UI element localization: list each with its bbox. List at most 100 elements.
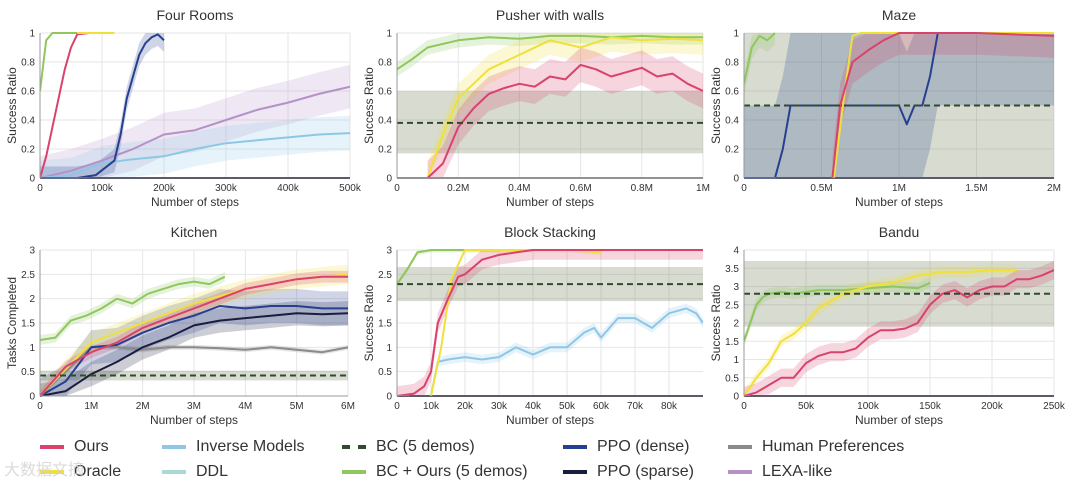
x-tick-label: 80k <box>661 401 678 412</box>
x-tick-label: 100k <box>857 401 880 412</box>
legend: Ours Oracle Inverse Models DDL BC (5 dem… <box>0 436 1080 489</box>
x-tick-label: 150k <box>919 401 942 412</box>
y-axis-label: Success Ratio <box>709 284 723 361</box>
series-line-inverse-models <box>40 132 350 179</box>
series-line-ours <box>744 269 1054 397</box>
legend-swatch-lexa-like <box>728 470 752 474</box>
y-tick-label: 2.5 <box>21 270 35 281</box>
x-axis-label: Number of steps <box>855 195 943 209</box>
series-line-lexa <box>40 85 350 179</box>
series-band-ours <box>427 47 703 178</box>
legend-item-bc: BC (5 demos) <box>342 438 475 456</box>
x-tick-label: 0 <box>394 183 400 194</box>
x-tick-label: 400k <box>277 183 300 194</box>
y-tick-label: 0.2 <box>378 145 392 156</box>
series-line-ppo-sparse <box>40 312 348 397</box>
series-group <box>40 32 350 179</box>
series-group <box>40 264 348 397</box>
x-tick-label: 10k <box>423 401 440 412</box>
y-tick-label: 1 <box>733 29 739 40</box>
x-tick-label: 0.6M <box>569 183 591 194</box>
y-tick-label: 0 <box>733 174 739 185</box>
y-tick-label: 0.2 <box>725 145 739 156</box>
x-tick-label: 2M <box>1047 183 1061 194</box>
series-line-oracle <box>426 36 703 179</box>
legend-swatch-bc <box>342 445 366 449</box>
y-tick-label: 0.8 <box>725 58 739 69</box>
legend-item-inverse-models: Inverse Models <box>162 438 305 456</box>
x-tick-label: 300k <box>215 183 238 194</box>
series-line-ppo-dense <box>744 32 1054 179</box>
series-band-ppo-dense <box>40 33 164 178</box>
x-tick-label: 500k <box>339 183 362 194</box>
x-axis-label: Number of steps <box>151 195 239 209</box>
y-tick-label: 0 <box>386 174 392 185</box>
series-line-ours <box>40 275 348 397</box>
y-tick-label: 0.5 <box>21 367 35 378</box>
y-tick-label: 0.8 <box>21 58 35 69</box>
y-axis-label: Success Ratio <box>5 67 19 144</box>
y-tick-label: 0 <box>29 174 35 185</box>
legend-item-bc-ours: BC + Ours (5 demos) <box>342 463 528 481</box>
legend-label-ddl: DDL <box>196 463 229 480</box>
y-tick-label: 1.5 <box>378 319 392 330</box>
y-tick-label: 3 <box>733 282 739 293</box>
series-line-bc-ours <box>40 275 226 341</box>
x-tick-label: 1M <box>892 183 906 194</box>
x-tick-label: 1.5M <box>965 183 987 194</box>
y-tick-label: 1 <box>386 29 392 40</box>
legend-label-bc: BC (5 demos) <box>376 438 475 455</box>
series-band-bc-ours <box>40 271 225 345</box>
legend-item-ddl: DDL <box>162 463 228 481</box>
x-tick-label: 50k <box>559 401 576 412</box>
chart-0: 0 100k 200k 300k 400k 500k 0 0.2 0.4 0.6 0.8 1 Four … <box>5 7 362 209</box>
legend-item-ppo-dense: PPO (dense) <box>563 438 689 456</box>
plot-area <box>40 33 350 178</box>
legend-swatch-ours <box>40 445 64 449</box>
legend-label-ours: Ours <box>74 438 109 455</box>
legend-label-bc-ours: BC + Ours (5 demos) <box>376 463 528 480</box>
legend-label-human-preferences: Human Preferences <box>762 438 905 455</box>
y-tick-label: 0 <box>29 392 35 403</box>
series-line-ppo-dense <box>40 33 165 179</box>
y-tick-label: 0.6 <box>725 87 739 98</box>
y-tick-label: 1.5 <box>21 319 35 330</box>
x-tick-label: 200k <box>153 183 176 194</box>
y-tick-label: 1.5 <box>725 337 739 348</box>
legend-item-oracle: Oracle <box>40 463 121 481</box>
series-band-ppo-sparse <box>40 301 348 396</box>
legend-swatch-ppo-sparse <box>563 470 587 474</box>
chart-title: Maze <box>882 7 916 23</box>
y-tick-label: 1 <box>29 29 35 40</box>
chart-5: 0 50k 100k 150k 200k 250k 0 0.5 1 1.5 2 2.5 3 3.5 4 Ban… <box>709 224 1066 427</box>
y-tick-label: 1 <box>733 355 739 366</box>
legend-swatch-inverse-models <box>162 445 186 449</box>
series-band-inverse-models <box>431 303 703 396</box>
series-line-ppo-dense <box>40 305 348 397</box>
y-tick-label: 3 <box>386 246 392 257</box>
x-tick-label: 5M <box>290 401 304 412</box>
y-tick-label: 0.5 <box>378 367 392 378</box>
legend-label-ppo-dense: PPO (dense) <box>597 438 690 455</box>
x-tick-label: 1M <box>696 183 710 194</box>
x-tick-label: 200k <box>981 401 1004 412</box>
x-tick-label: 0.2M <box>447 183 469 194</box>
chart-title: Kitchen <box>171 224 218 240</box>
chart-3: 0 1M 2M 3M 4M 5M 6M 0 0.5 1 1.5 2 2.5 3 Kitchen Number … <box>5 224 355 427</box>
series-line-bc-ours <box>397 34 703 71</box>
legend-swatch-human-preferences <box>728 445 752 449</box>
x-tick-label: 0 <box>37 183 43 194</box>
legend-item-ours: Ours <box>40 438 109 456</box>
x-tick-label: 0.5M <box>810 183 832 194</box>
chart-2: 0 0.5M 1M 1.5M 2M 0 0.2 0.4 0.6 0.8 1 Maze Number of… <box>709 7 1061 209</box>
legend-label-ppo-sparse: PPO (sparse) <box>597 463 694 480</box>
y-tick-label: 0.2 <box>21 145 35 156</box>
legend-item-ppo-sparse: PPO (sparse) <box>563 463 694 481</box>
x-tick-label: 30k <box>491 401 508 412</box>
y-axis-label: Success Ratio <box>362 284 376 361</box>
series-line-ours <box>831 32 1054 179</box>
series-line-ours <box>426 63 703 179</box>
x-tick-label: 60k <box>593 401 610 412</box>
y-tick-label: 2 <box>386 294 392 305</box>
x-axis-label: Number of steps <box>506 195 594 209</box>
